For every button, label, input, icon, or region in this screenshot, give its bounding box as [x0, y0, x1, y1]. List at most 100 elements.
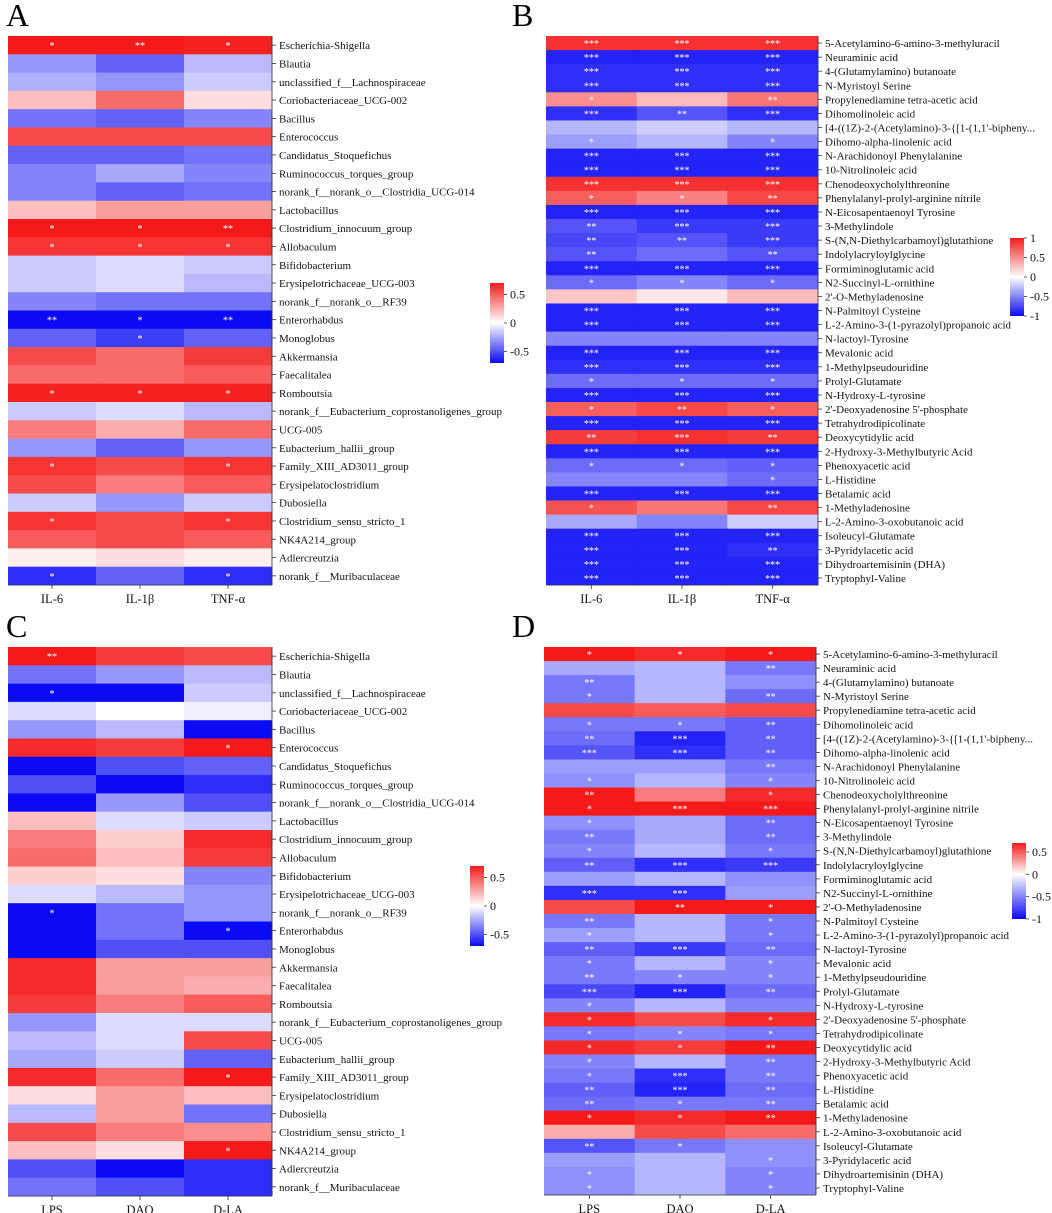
- row-label: norank_f__Muribaculaceae: [279, 1182, 400, 1194]
- heatmap-cell: [634, 1082, 726, 1098]
- row-label: N-Myristoyl Serine: [823, 691, 909, 703]
- significance-star: **: [768, 433, 778, 444]
- significance-star: *: [770, 377, 775, 388]
- heatmap-cell: [184, 219, 273, 238]
- heatmap-cell: [727, 148, 819, 164]
- heatmap-cell: [184, 994, 273, 1014]
- colorbar-tick-label: 0.5: [510, 287, 525, 301]
- heatmap-cell: [96, 1122, 185, 1142]
- significance-star: *: [587, 1001, 592, 1012]
- heatmap-cell: [8, 548, 97, 568]
- row-label: Prolyl-Glutamate: [825, 376, 901, 388]
- heatmap-cell: [184, 530, 273, 549]
- heatmap-cell: [636, 556, 728, 572]
- significance-star: *: [50, 41, 55, 52]
- heatmap-cell: [546, 359, 638, 375]
- heatmap-cell: [96, 54, 185, 73]
- heatmap-cell: [546, 289, 638, 304]
- significance-star: **: [47, 652, 57, 663]
- significance-star: *: [587, 776, 592, 787]
- heatmap-cell: [634, 942, 726, 957]
- significance-star: *: [770, 278, 775, 289]
- heatmap-cell: [634, 1054, 726, 1069]
- heatmap-cell: [96, 1049, 185, 1069]
- row-label: Clostridium_innocuum_group: [279, 223, 413, 235]
- heatmap-cell: [546, 416, 638, 431]
- significance-star: ***: [765, 349, 780, 360]
- significance-star: *: [589, 194, 594, 205]
- significance-star: *: [226, 462, 231, 473]
- heatmap-cell: [725, 731, 817, 746]
- heatmap-cell: [636, 233, 728, 248]
- row-label: unclassified_f__Lachnospiraceae: [279, 688, 426, 700]
- significance-star: *: [587, 1058, 592, 1069]
- heatmap-cell: [8, 273, 97, 293]
- row-label: Blautia: [279, 669, 311, 681]
- row-label: Enterorhabdus: [279, 926, 343, 938]
- row-label: Dihomo-alpha-linolenic acid: [825, 137, 952, 149]
- row-label: 5-Acetylamino-6-amino-3-methyluracil: [823, 649, 998, 661]
- heatmap-cell: [8, 383, 97, 403]
- row-label: Deoxycytidylic acid: [823, 1042, 912, 1054]
- row-label: 1-Methylpseudouridine: [825, 362, 928, 374]
- heatmap-cell: [636, 317, 728, 333]
- heatmap-cell: [546, 50, 638, 65]
- heatmap-cell: [546, 486, 638, 501]
- heatmap-cell: [634, 745, 726, 760]
- heatmap-cell: [727, 359, 819, 375]
- heatmap-cell: [96, 1031, 185, 1050]
- significance-star: *: [768, 650, 773, 661]
- heatmap-cell: [544, 801, 636, 817]
- row-label: N-Eicosapentaenoyl Tyrosine: [825, 207, 955, 219]
- colorbar-tick-label: -0.5: [490, 928, 509, 942]
- heatmap-cell: [727, 78, 819, 93]
- row-label: Lactobacillus: [279, 205, 338, 217]
- heatmap-cell: [8, 884, 97, 904]
- row-label: Ruminococcus_torques_group: [279, 168, 414, 180]
- row-label: Adlercreutzia: [279, 553, 339, 565]
- significance-marks-a: * ** ** * *** * *** * **** * ** ** ** *: [47, 41, 233, 583]
- significance-star: **: [586, 250, 596, 261]
- heatmap-cell: [96, 811, 185, 831]
- heatmap-cell: [96, 402, 185, 421]
- heatmap-cell: [8, 976, 97, 996]
- heatmap-cell: [546, 331, 638, 347]
- heatmap-cell: [546, 247, 638, 262]
- heatmap-cell: [725, 1180, 817, 1196]
- significance-star: ***: [675, 490, 690, 501]
- row-label: N-Arachidonoyl Phenylalanine: [823, 761, 960, 773]
- row-label: Bifidobacterium: [279, 871, 352, 883]
- heatmap-cell: [184, 958, 273, 977]
- row-label: Erysipelatoclostridium: [279, 1090, 380, 1102]
- heatmap-cell: [8, 775, 97, 794]
- significance-star: *: [587, 650, 592, 661]
- significance-star: *: [50, 224, 55, 235]
- heatmap-cell: [634, 857, 726, 873]
- row-label: 4-(Glutamylamino) butanoate: [825, 66, 956, 78]
- heatmap-cell: [184, 1122, 273, 1142]
- heatmap-cell: [544, 885, 636, 901]
- heatmap-cell: [727, 416, 819, 431]
- row-label: 2'-O-Methyladenosine: [825, 291, 924, 303]
- heatmap-cell: [725, 675, 817, 690]
- heatmap-cell: [636, 331, 728, 347]
- heatmap-cell: [8, 182, 97, 202]
- heatmap-cell: [8, 939, 97, 959]
- significance-star: **: [768, 194, 778, 205]
- heatmap-cell: [727, 64, 819, 79]
- significance-star: ***: [765, 321, 780, 332]
- heatmap-cell: [546, 444, 638, 459]
- significance-star: *: [138, 334, 143, 345]
- heatmap-cell: [184, 90, 273, 110]
- significance-star: *: [226, 572, 231, 583]
- heatmap-cell: [636, 162, 728, 178]
- column-label: D-LA: [213, 1203, 243, 1213]
- row-label: Romboutsia: [279, 388, 332, 400]
- row-labels-b: 5-Acetylamino-6-amino-3-methyluracil Neur…: [818, 38, 1035, 585]
- significance-star: *: [50, 462, 55, 473]
- significance-star: *: [678, 1029, 683, 1040]
- significance-star: *: [50, 689, 55, 700]
- significance-star: ***: [675, 574, 690, 585]
- significance-star: **: [766, 664, 776, 675]
- heatmap-cell: [727, 556, 819, 572]
